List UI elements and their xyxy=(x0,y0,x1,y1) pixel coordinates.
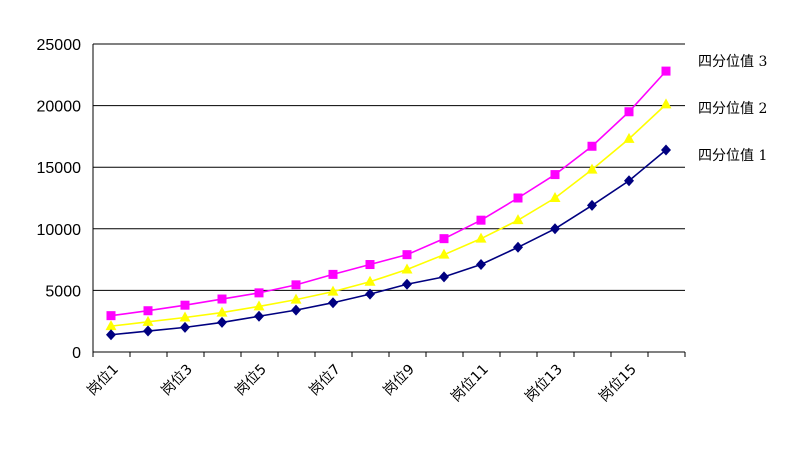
data-point xyxy=(661,144,671,156)
data-point xyxy=(253,300,265,311)
x-tick-label: 岗位5 xyxy=(232,362,269,399)
data-point xyxy=(586,163,598,174)
data-point xyxy=(254,310,264,322)
data-point xyxy=(291,280,301,290)
x-tick-label: 岗位9 xyxy=(380,362,417,399)
data-point xyxy=(438,248,450,259)
data-point xyxy=(401,263,413,274)
legend-label: 四分位值 2 xyxy=(698,101,767,117)
data-point xyxy=(142,315,154,326)
data-point xyxy=(402,250,412,260)
data-point xyxy=(365,288,375,300)
data-point xyxy=(587,199,597,211)
series-2 xyxy=(105,98,672,331)
data-point xyxy=(291,304,301,316)
data-point xyxy=(328,269,338,279)
x-tick-label: 岗位15 xyxy=(596,362,640,406)
data-point xyxy=(217,316,227,328)
series-1 xyxy=(106,66,671,321)
gridlines xyxy=(93,43,685,291)
data-point xyxy=(475,232,487,243)
data-point xyxy=(513,193,523,203)
data-point xyxy=(179,311,191,322)
y-tick-label: 25000 xyxy=(37,37,82,54)
data-point xyxy=(327,285,339,296)
data-point xyxy=(254,288,264,298)
series-line xyxy=(110,103,667,327)
y-tick-label: 5000 xyxy=(45,283,81,300)
y-tick-label: 15000 xyxy=(37,160,82,177)
legend-label: 四分位值 3 xyxy=(698,54,767,70)
data-point xyxy=(290,293,302,304)
series-line xyxy=(110,70,667,317)
data-point xyxy=(365,260,375,270)
data-point xyxy=(106,329,116,341)
series-line xyxy=(110,149,667,336)
y-tick-label: 0 xyxy=(72,345,81,362)
data-point xyxy=(476,215,486,225)
data-point xyxy=(439,234,449,244)
x-tick-label: 岗位1 xyxy=(84,362,121,399)
y-tick-label: 10000 xyxy=(37,222,82,239)
data-point xyxy=(660,98,672,109)
data-point xyxy=(364,275,376,286)
data-point xyxy=(550,170,560,180)
x-tick-label: 岗位13 xyxy=(522,362,566,406)
legend-label: 四分位值 1 xyxy=(698,148,767,164)
data-point xyxy=(143,325,153,337)
data-point xyxy=(549,192,561,202)
data-point xyxy=(624,175,634,187)
x-tick-label: 岗位3 xyxy=(158,362,195,399)
data-point xyxy=(402,278,412,290)
data-point xyxy=(550,223,560,235)
data-point xyxy=(180,300,190,310)
data-point xyxy=(143,306,153,316)
data-point xyxy=(513,241,523,253)
data-point xyxy=(624,107,634,117)
data-point xyxy=(587,141,597,151)
data-point xyxy=(661,66,671,76)
y-tick-label: 20000 xyxy=(37,99,82,116)
x-tick-label: 岗位11 xyxy=(448,362,492,406)
data-point xyxy=(180,321,190,333)
data-point xyxy=(512,214,524,225)
data-point xyxy=(476,259,486,271)
data-point xyxy=(217,294,227,304)
data-point xyxy=(328,297,338,309)
data-point xyxy=(105,320,117,331)
data-point xyxy=(216,306,228,317)
data-point xyxy=(623,132,635,143)
series-3 xyxy=(106,144,671,341)
x-tick-label: 岗位7 xyxy=(306,362,343,399)
data-point xyxy=(106,311,116,321)
data-point xyxy=(439,271,449,283)
